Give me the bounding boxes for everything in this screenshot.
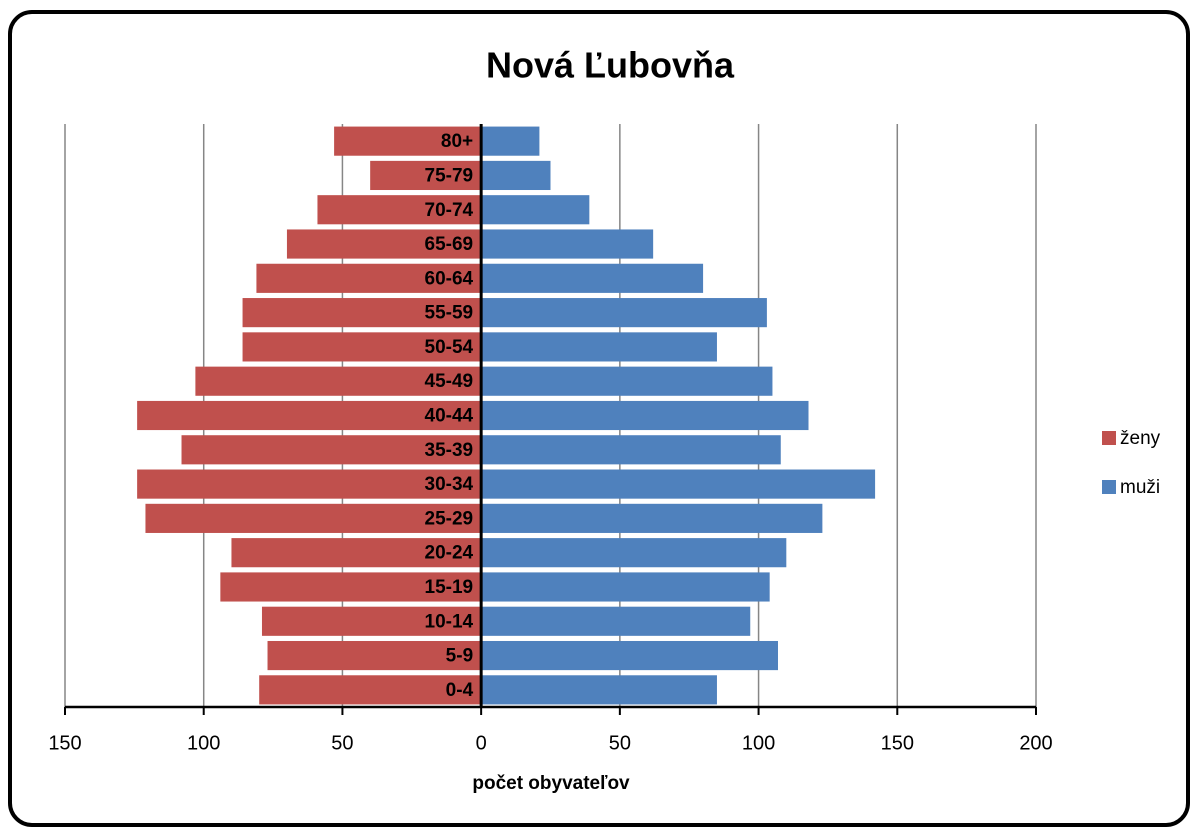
legend-swatch [1102, 431, 1116, 445]
bar [481, 195, 590, 225]
bar [231, 538, 482, 568]
y-tick-label: 75-79 [425, 165, 474, 186]
y-tick-label: 35-39 [425, 440, 474, 461]
bar [481, 298, 767, 328]
bar [481, 263, 704, 293]
bar [481, 160, 551, 191]
bar [137, 469, 482, 499]
x-tick-label: 50 [331, 732, 353, 754]
y-tick-label: 20-24 [425, 543, 474, 564]
x-tick-label: 100 [742, 732, 775, 754]
x-axis-title: počet obyvateľov [472, 773, 630, 794]
x-tick-label: 200 [1019, 732, 1052, 754]
y-tick-label: 65-69 [425, 234, 474, 255]
bar [259, 675, 482, 705]
bar [317, 195, 482, 225]
bar [334, 126, 482, 156]
y-tick-label: 60-64 [425, 268, 474, 289]
y-tick-label: 0-4 [446, 680, 474, 701]
y-tick-label: 30-34 [425, 474, 474, 495]
bar [242, 332, 482, 362]
bar [481, 332, 717, 362]
y-tick-label: 50-54 [425, 337, 474, 358]
y-tick-label: 15-19 [425, 577, 474, 598]
y-tick-label: 10-14 [425, 611, 474, 632]
chart-title: Nová Ľubovňa [486, 45, 735, 86]
x-tick-label: 150 [48, 732, 81, 754]
bar [195, 366, 482, 396]
bar [481, 606, 751, 636]
bar [137, 400, 482, 431]
bar [145, 503, 482, 533]
legend-label: muži [1120, 477, 1160, 498]
bar [481, 675, 717, 705]
bar [481, 538, 787, 568]
bar [481, 503, 823, 533]
bar [181, 435, 482, 465]
y-tick-label: 40-44 [425, 406, 474, 427]
y-tick-label: 70-74 [425, 200, 474, 221]
y-tick-label: 45-49 [425, 371, 474, 392]
x-tick-label: 50 [609, 732, 631, 754]
bar [267, 640, 482, 671]
bar [481, 435, 781, 465]
x-tick-label: 0 [476, 732, 487, 754]
bar [481, 229, 654, 259]
x-tick-label: 100 [187, 732, 220, 754]
bar [256, 263, 482, 293]
bar [261, 606, 482, 636]
y-tick-label: 55-59 [425, 303, 474, 324]
y-tick-label: 5-9 [446, 646, 473, 667]
y-tick-label: 25-29 [425, 508, 474, 529]
bar [481, 400, 809, 431]
bar [481, 572, 770, 602]
bar [286, 229, 482, 259]
bar [481, 640, 778, 671]
bar [481, 126, 540, 156]
bar [220, 572, 482, 602]
bar [481, 366, 773, 396]
legend-swatch [1102, 480, 1116, 494]
x-tick-label: 150 [881, 732, 914, 754]
bar [481, 469, 876, 499]
bar [370, 160, 482, 191]
y-tick-label: 80+ [441, 131, 473, 152]
bar [242, 298, 482, 328]
legend-label: ženy [1120, 428, 1161, 449]
